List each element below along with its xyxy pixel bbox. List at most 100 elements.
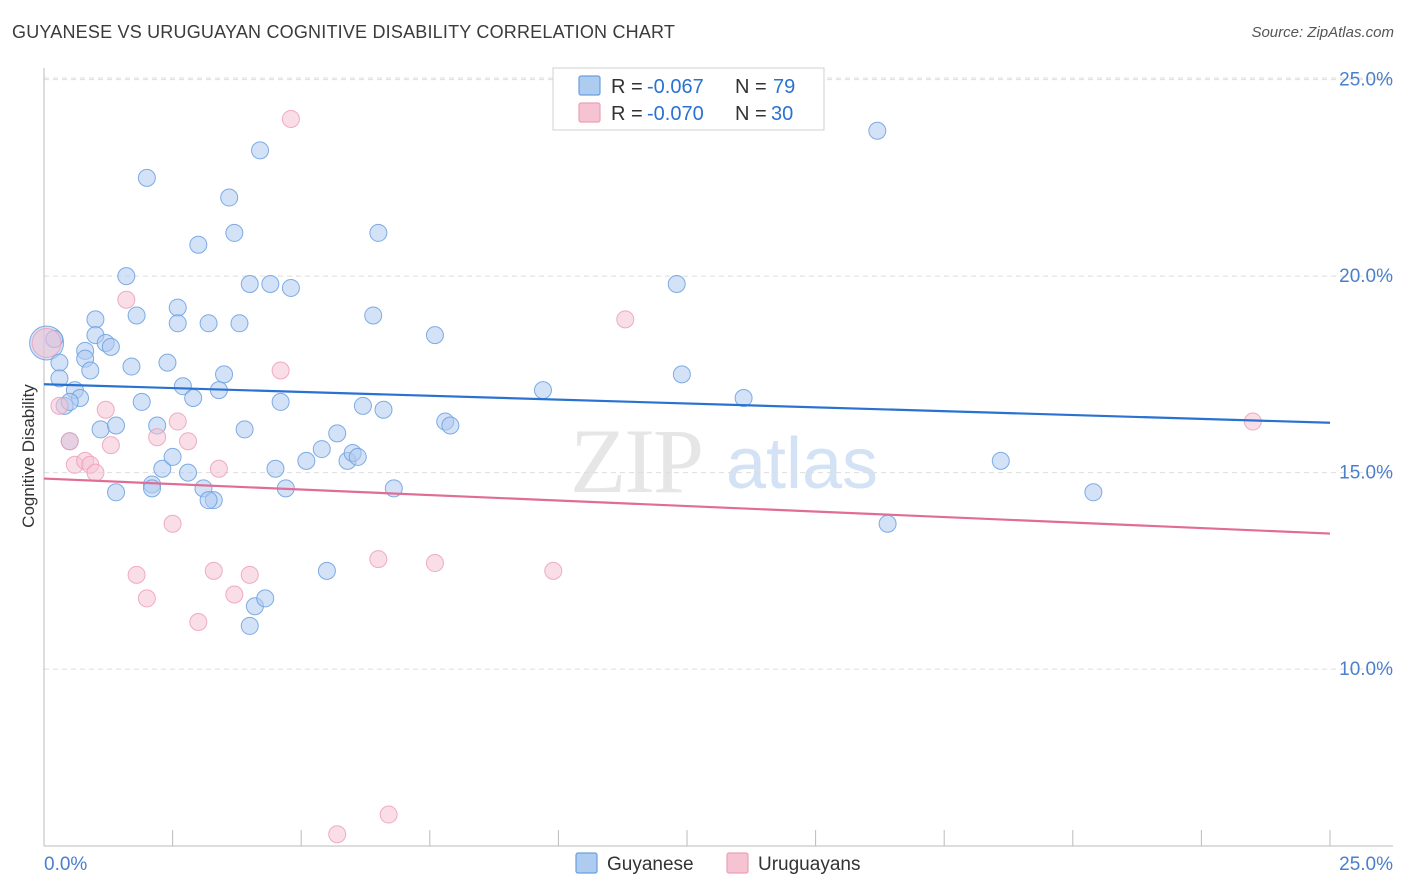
- chart-source: Source: ZipAtlas.com: [1251, 24, 1394, 41]
- bottom-legend-swatch-guyanese: [575, 852, 598, 874]
- point-guyanese: [364, 306, 383, 325]
- point-guyanese: [353, 396, 372, 415]
- point-guyanese: [127, 306, 146, 325]
- trend-layer: [43, 383, 1331, 535]
- point-uruguayans: [209, 459, 228, 478]
- point-guyanese: [441, 416, 460, 435]
- point-guyanese: [137, 168, 156, 187]
- point-uruguayans: [50, 396, 69, 415]
- bottom-legend-label-guyanese: Guyanese: [607, 854, 694, 875]
- point-guyanese: [271, 392, 290, 411]
- watermark-atlas: atlas: [726, 424, 878, 504]
- point-guyanese: [868, 121, 887, 140]
- point-uruguayans: [148, 428, 167, 447]
- y-axis-title: Cognitive Disability: [19, 384, 38, 528]
- legend-n-label-uruguayans: N =: [735, 103, 767, 125]
- point-uruguayans: [101, 436, 120, 455]
- x-tick-label-max: 25.0%: [1339, 854, 1393, 875]
- point-guyanese: [328, 424, 347, 443]
- point-uruguayans: [271, 361, 290, 380]
- point-uruguayans: [204, 561, 223, 580]
- trend-line-guyanese: [43, 383, 1331, 424]
- point-guyanese: [878, 514, 897, 533]
- bottom-legend-swatch-uruguayans: [726, 852, 749, 874]
- point-guyanese: [734, 388, 753, 407]
- point-guyanese: [374, 400, 393, 419]
- point-guyanese: [667, 275, 686, 294]
- point-uruguayans: [379, 805, 398, 824]
- legend-n-value-guyanese: 79: [773, 76, 795, 98]
- y-tick-label: 25.0%: [1339, 70, 1393, 91]
- point-guyanese: [132, 392, 151, 411]
- point-guyanese: [199, 491, 218, 510]
- point-guyanese: [153, 459, 172, 478]
- point-guyanese: [348, 447, 367, 466]
- y-tick-label: 20.0%: [1339, 266, 1393, 287]
- bottom-legend-label-uruguayans: Uruguayans: [758, 854, 860, 875]
- legend-box: R = -0.067 N = 79 R = -0.070 N = 30: [552, 67, 825, 131]
- point-guyanese: [179, 463, 198, 482]
- point-guyanese: [91, 420, 110, 439]
- point-uruguayans: [96, 400, 115, 419]
- legend-r-value-uruguayans: -0.070: [647, 103, 704, 125]
- point-guyanese: [117, 267, 136, 286]
- point-guyanese: [163, 447, 182, 466]
- point-guyanese: [101, 337, 120, 356]
- point-guyanese: [81, 361, 100, 380]
- point-guyanese: [1084, 483, 1103, 502]
- y-tick-label: 15.0%: [1339, 463, 1393, 484]
- point-guyanese: [220, 188, 239, 207]
- point-guyanese: [173, 377, 192, 396]
- point-uruguayans: [168, 412, 187, 431]
- point-guyanese: [107, 416, 126, 435]
- point-guyanese: [168, 298, 187, 317]
- points-layer: [29, 109, 1262, 844]
- point-uruguayans: [137, 589, 156, 608]
- point-guyanese: [256, 589, 275, 608]
- trend-line-uruguayans: [43, 477, 1331, 535]
- point-guyanese: [230, 314, 249, 333]
- point-uruguayans: [240, 565, 259, 584]
- point-guyanese: [317, 561, 336, 580]
- point-uruguayans: [60, 432, 79, 451]
- point-uruguayans: [225, 585, 244, 604]
- point-guyanese: [281, 278, 300, 297]
- point-uruguayans: [163, 514, 182, 533]
- legend-swatch-uruguayans: [578, 102, 601, 123]
- point-guyanese: [107, 483, 126, 502]
- point-guyanese: [184, 388, 203, 407]
- point-guyanese: [189, 235, 208, 254]
- point-guyanese: [261, 275, 280, 294]
- point-guyanese: [991, 451, 1010, 470]
- point-guyanese: [251, 141, 270, 160]
- axis-layer: 10.0% 15.0% 20.0% 25.0%: [43, 68, 1393, 847]
- point-guyanese: [50, 353, 69, 372]
- point-guyanese: [158, 353, 177, 372]
- legend-r-label-uruguayans: R =: [611, 103, 643, 125]
- watermark-zip: ZIP: [570, 410, 702, 512]
- point-guyanese: [199, 314, 218, 333]
- point-uruguayans: [616, 310, 635, 329]
- y-tick-label: 10.0%: [1339, 659, 1393, 680]
- legend-r-label-guyanese: R =: [611, 76, 643, 98]
- point-uruguayans: [544, 561, 563, 580]
- point-guyanese: [50, 369, 69, 388]
- point-guyanese: [369, 223, 388, 242]
- point-guyanese: [425, 326, 444, 345]
- x-tick-label-min: 0.0%: [44, 854, 87, 875]
- point-guyanese: [122, 357, 141, 376]
- point-guyanese: [225, 223, 244, 242]
- point-guyanese: [240, 275, 259, 294]
- point-uruguayans: [117, 290, 136, 309]
- legend-r-value-guyanese: -0.067: [647, 76, 704, 98]
- legend-n-value-uruguayans: 30: [771, 103, 793, 125]
- legend-n-label-guyanese: N =: [735, 76, 767, 98]
- point-uruguayans: [189, 612, 208, 631]
- point-uruguayans: [86, 463, 105, 482]
- point-uruguayans: [179, 432, 198, 451]
- point-guyanese: [240, 616, 259, 635]
- point-guyanese: [672, 365, 691, 384]
- point-guyanese: [215, 365, 234, 384]
- chart-title: GUYANESE VS URUGUAYAN COGNITIVE DISABILI…: [12, 22, 676, 42]
